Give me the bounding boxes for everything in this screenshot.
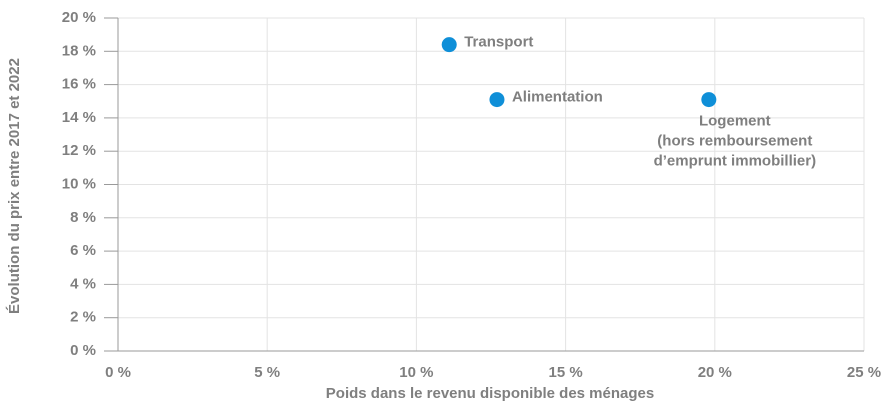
point-label: (hors remboursement <box>657 133 812 150</box>
point-label: Transport <box>464 34 533 51</box>
x-tick-label: 20 % <box>698 364 732 381</box>
y-tick-label: 2 % <box>70 309 96 326</box>
x-axis-title: Poids dans le revenu disponible des ména… <box>326 385 654 402</box>
y-tick-label: 8 % <box>70 209 96 226</box>
y-axis-title: Évolution du prix entre 2017 et 2022 <box>6 58 23 314</box>
y-tick-label: 6 % <box>70 242 96 259</box>
point-label: Logement <box>699 113 771 130</box>
y-tick-label: 0 % <box>70 342 96 359</box>
point-label: Alimentation <box>512 89 603 106</box>
y-tick-label: 4 % <box>70 275 96 292</box>
point <box>441 37 457 53</box>
x-tick-label: 0 % <box>105 364 131 381</box>
point <box>701 92 717 108</box>
y-tick-label: 12 % <box>62 142 96 159</box>
y-tick-label: 10 % <box>62 175 96 192</box>
y-tick-label: 14 % <box>62 109 96 126</box>
x-tick-label: 5 % <box>254 364 280 381</box>
point-label: d’emprunt immobillier) <box>654 153 817 170</box>
y-tick-label: 18 % <box>62 42 96 59</box>
y-tick-label: 20 % <box>62 9 96 26</box>
x-tick-label: 25 % <box>847 364 881 381</box>
y-tick-label: 16 % <box>62 76 96 93</box>
x-tick-label: 15 % <box>548 364 582 381</box>
x-tick-label: 10 % <box>399 364 433 381</box>
point <box>489 92 505 108</box>
